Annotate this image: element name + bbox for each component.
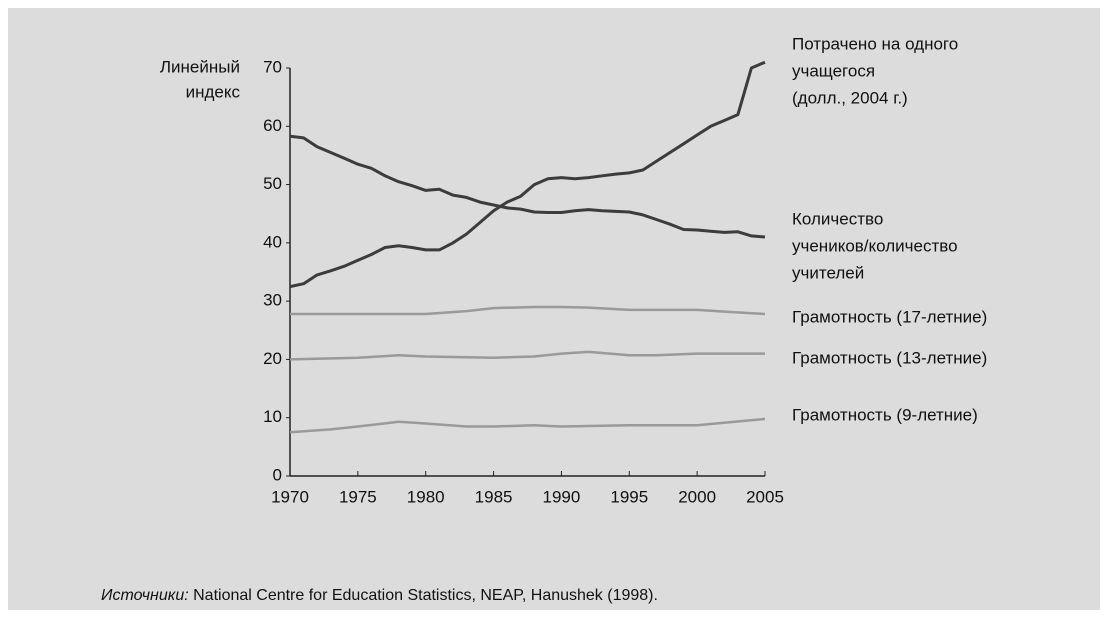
y-tick-label: 60 [263,116,282,135]
series-line [290,305,766,316]
source: Источники: National Centre for Education… [101,587,658,604]
series-line [289,350,765,361]
x-tick-label: 1990 [543,487,581,506]
series-label: учащегося [792,61,875,80]
x-tick-label: 1995 [610,487,648,506]
series-label: (долл., 2004 г.) [792,88,908,107]
x-tick-label: 2005 [746,487,784,506]
panel [8,8,1100,610]
y-tick-label: 10 [263,407,282,426]
x-tick-label: 1970 [271,487,309,506]
x-tick-label: 1980 [407,487,445,506]
series-label: учителей [792,263,864,282]
y-tick-label: 70 [263,57,282,76]
series-line [289,60,766,289]
y-tick-label: 0 [273,465,282,484]
y-tick-label: 30 [263,291,282,310]
y-tick-label: 40 [263,232,282,251]
source-label: Источники: [101,587,189,604]
series-label: Потрачено на одного [792,34,958,53]
x-tick-label: 2000 [678,487,716,506]
x-tick-label: 1985 [475,487,513,506]
series-line [289,134,766,239]
series-label: Грамотность (13-летние) [792,348,987,367]
y-tick-label: 50 [263,174,282,193]
y-tick-label: 20 [263,349,282,368]
series-label: Количество [792,209,883,228]
series-label: Грамотность (17-летние) [792,307,987,326]
source-text: National Centre for Education Statistics… [193,587,658,604]
series-label: Грамотность (9-летние) [792,405,978,424]
series-line [289,417,766,434]
y-axis-label: Линейный [160,57,240,76]
series-label: учеников/количество [792,236,958,255]
y-axis-label: индекс [186,82,241,101]
x-tick-label: 1975 [339,487,377,506]
